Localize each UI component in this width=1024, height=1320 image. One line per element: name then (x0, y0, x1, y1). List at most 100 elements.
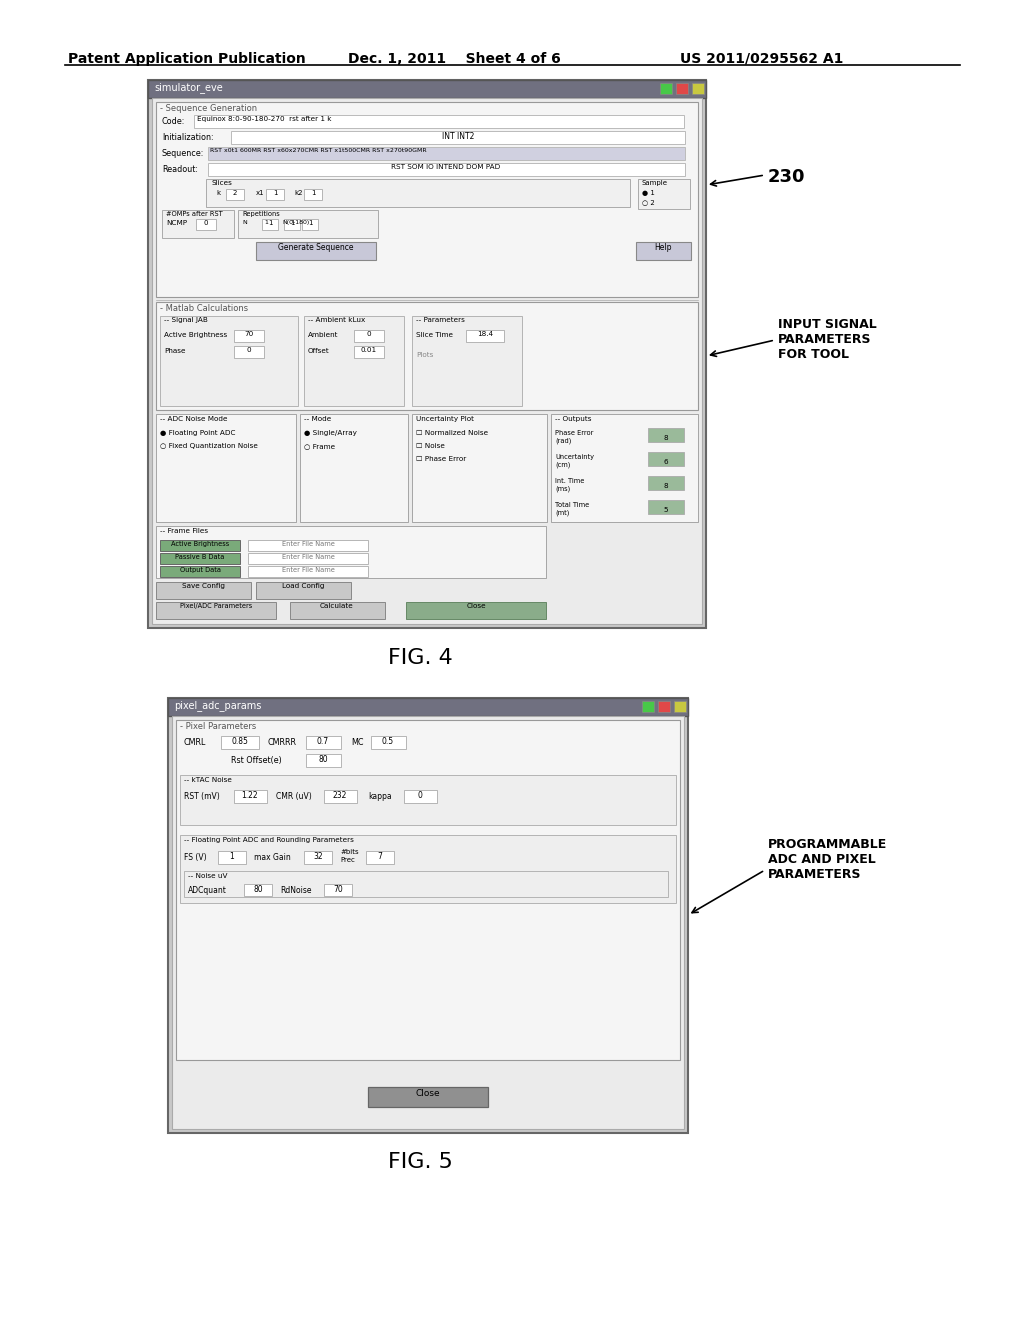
Bar (162, 210, 234, 238)
Bar (284, 219, 300, 230)
Text: 8: 8 (664, 483, 669, 488)
Bar (152, 98, 702, 624)
Bar (160, 315, 298, 407)
Text: 0: 0 (204, 220, 208, 226)
Text: Ambient: Ambient (308, 333, 339, 338)
Bar (648, 451, 684, 466)
Bar (148, 81, 706, 628)
Bar (300, 414, 408, 521)
Text: 70: 70 (333, 884, 343, 894)
Text: Sample: Sample (642, 180, 668, 186)
Text: Passive B Data: Passive B Data (175, 554, 224, 560)
Bar (221, 737, 259, 748)
Text: FS (V): FS (V) (184, 853, 207, 862)
Text: 1: 1 (308, 220, 312, 226)
Bar (234, 346, 264, 358)
Bar (648, 500, 684, 513)
Bar (156, 602, 276, 619)
Text: -- kTAC Noise: -- kTAC Noise (184, 777, 231, 783)
Text: Offset: Offset (308, 348, 330, 354)
Text: 230: 230 (768, 168, 806, 186)
Text: -- Ambient kLux: -- Ambient kLux (308, 317, 366, 323)
Bar (642, 701, 654, 711)
Bar (306, 737, 341, 748)
Text: 8: 8 (664, 436, 669, 441)
Bar (160, 553, 240, 564)
Text: pixel_adc_params: pixel_adc_params (174, 700, 261, 711)
Text: 232: 232 (333, 791, 347, 800)
Text: Save Config: Save Config (181, 583, 224, 589)
Text: ADCquant: ADCquant (188, 886, 227, 895)
Text: 5: 5 (664, 507, 669, 513)
Bar (354, 330, 384, 342)
Bar (244, 884, 272, 896)
Bar (206, 180, 630, 207)
Text: #OMPs after RST: #OMPs after RST (166, 211, 223, 216)
Text: PROGRAMMABLE
ADC AND PIXEL
PARAMETERS: PROGRAMMABLE ADC AND PIXEL PARAMETERS (768, 838, 887, 880)
Text: ● Single/Array: ● Single/Array (304, 430, 357, 436)
Bar (304, 315, 404, 407)
Text: x1: x1 (256, 190, 264, 195)
Bar (208, 147, 685, 160)
Text: Close: Close (416, 1089, 440, 1098)
Text: ● Floating Point ADC: ● Floating Point ADC (160, 430, 236, 436)
Bar (231, 131, 685, 144)
Text: RST (mV): RST (mV) (184, 792, 220, 801)
Text: Repetitions: Repetitions (242, 211, 280, 216)
Text: Uncertainty
(cm): Uncertainty (cm) (555, 454, 594, 467)
Text: Enter File Name: Enter File Name (282, 554, 335, 560)
Bar (218, 851, 246, 865)
Bar (660, 83, 672, 94)
Bar (551, 414, 698, 521)
Bar (148, 81, 706, 98)
Bar (366, 851, 394, 865)
Text: simulator_eve: simulator_eve (154, 82, 223, 92)
Text: Calculate: Calculate (321, 603, 354, 609)
Text: Generate Sequence: Generate Sequence (279, 243, 353, 252)
Text: -- ADC Noise Mode: -- ADC Noise Mode (160, 416, 227, 422)
Bar (168, 698, 688, 715)
Bar (648, 428, 684, 442)
Text: 0.5: 0.5 (382, 737, 394, 746)
Text: Equinox 8:0-90-180-270  rst after 1 k: Equinox 8:0-90-180-270 rst after 1 k (197, 116, 332, 121)
Text: Enter File Name: Enter File Name (282, 568, 335, 573)
Text: k: k (216, 190, 220, 195)
Text: 32: 32 (313, 851, 323, 861)
Text: Uncertainty Plot: Uncertainty Plot (416, 416, 474, 422)
Text: Pixel/ADC Parameters: Pixel/ADC Parameters (180, 603, 252, 609)
Text: 18.4: 18.4 (477, 331, 494, 337)
Text: Prec: Prec (340, 857, 355, 863)
Text: - Pixel Parameters: - Pixel Parameters (180, 722, 256, 731)
Bar (262, 219, 278, 230)
Text: Readout:: Readout: (162, 165, 198, 174)
Bar (238, 210, 378, 238)
Bar (466, 330, 504, 342)
Text: 80: 80 (318, 755, 328, 764)
Bar (156, 302, 698, 411)
Bar (176, 719, 680, 1060)
Bar (658, 701, 670, 711)
Bar (194, 115, 684, 128)
Bar (168, 698, 688, 1133)
Text: Slices: Slices (212, 180, 232, 186)
Text: 1.22: 1.22 (242, 791, 258, 800)
Text: kappa: kappa (368, 792, 391, 801)
Text: 0.85: 0.85 (231, 737, 249, 746)
Bar (676, 83, 688, 94)
Bar (160, 566, 240, 577)
Text: CMR (uV): CMR (uV) (276, 792, 311, 801)
Bar (256, 582, 351, 599)
Text: CMRRR: CMRRR (268, 738, 297, 747)
Text: Rst Offset(e): Rst Offset(e) (231, 756, 282, 766)
Text: Initialization:: Initialization: (162, 133, 214, 143)
Bar (674, 701, 686, 711)
Bar (306, 754, 341, 767)
Text: -- Mode: -- Mode (304, 416, 331, 422)
Text: Enter File Name: Enter File Name (282, 541, 335, 546)
Text: 0.01: 0.01 (360, 347, 377, 352)
Text: ○ Fixed Quantization Noise: ○ Fixed Quantization Noise (160, 444, 258, 449)
Text: ☐ Noise: ☐ Noise (416, 444, 444, 449)
Text: MC: MC (351, 738, 364, 747)
Text: 2: 2 (232, 190, 238, 195)
Text: ○ Frame: ○ Frame (304, 444, 335, 449)
